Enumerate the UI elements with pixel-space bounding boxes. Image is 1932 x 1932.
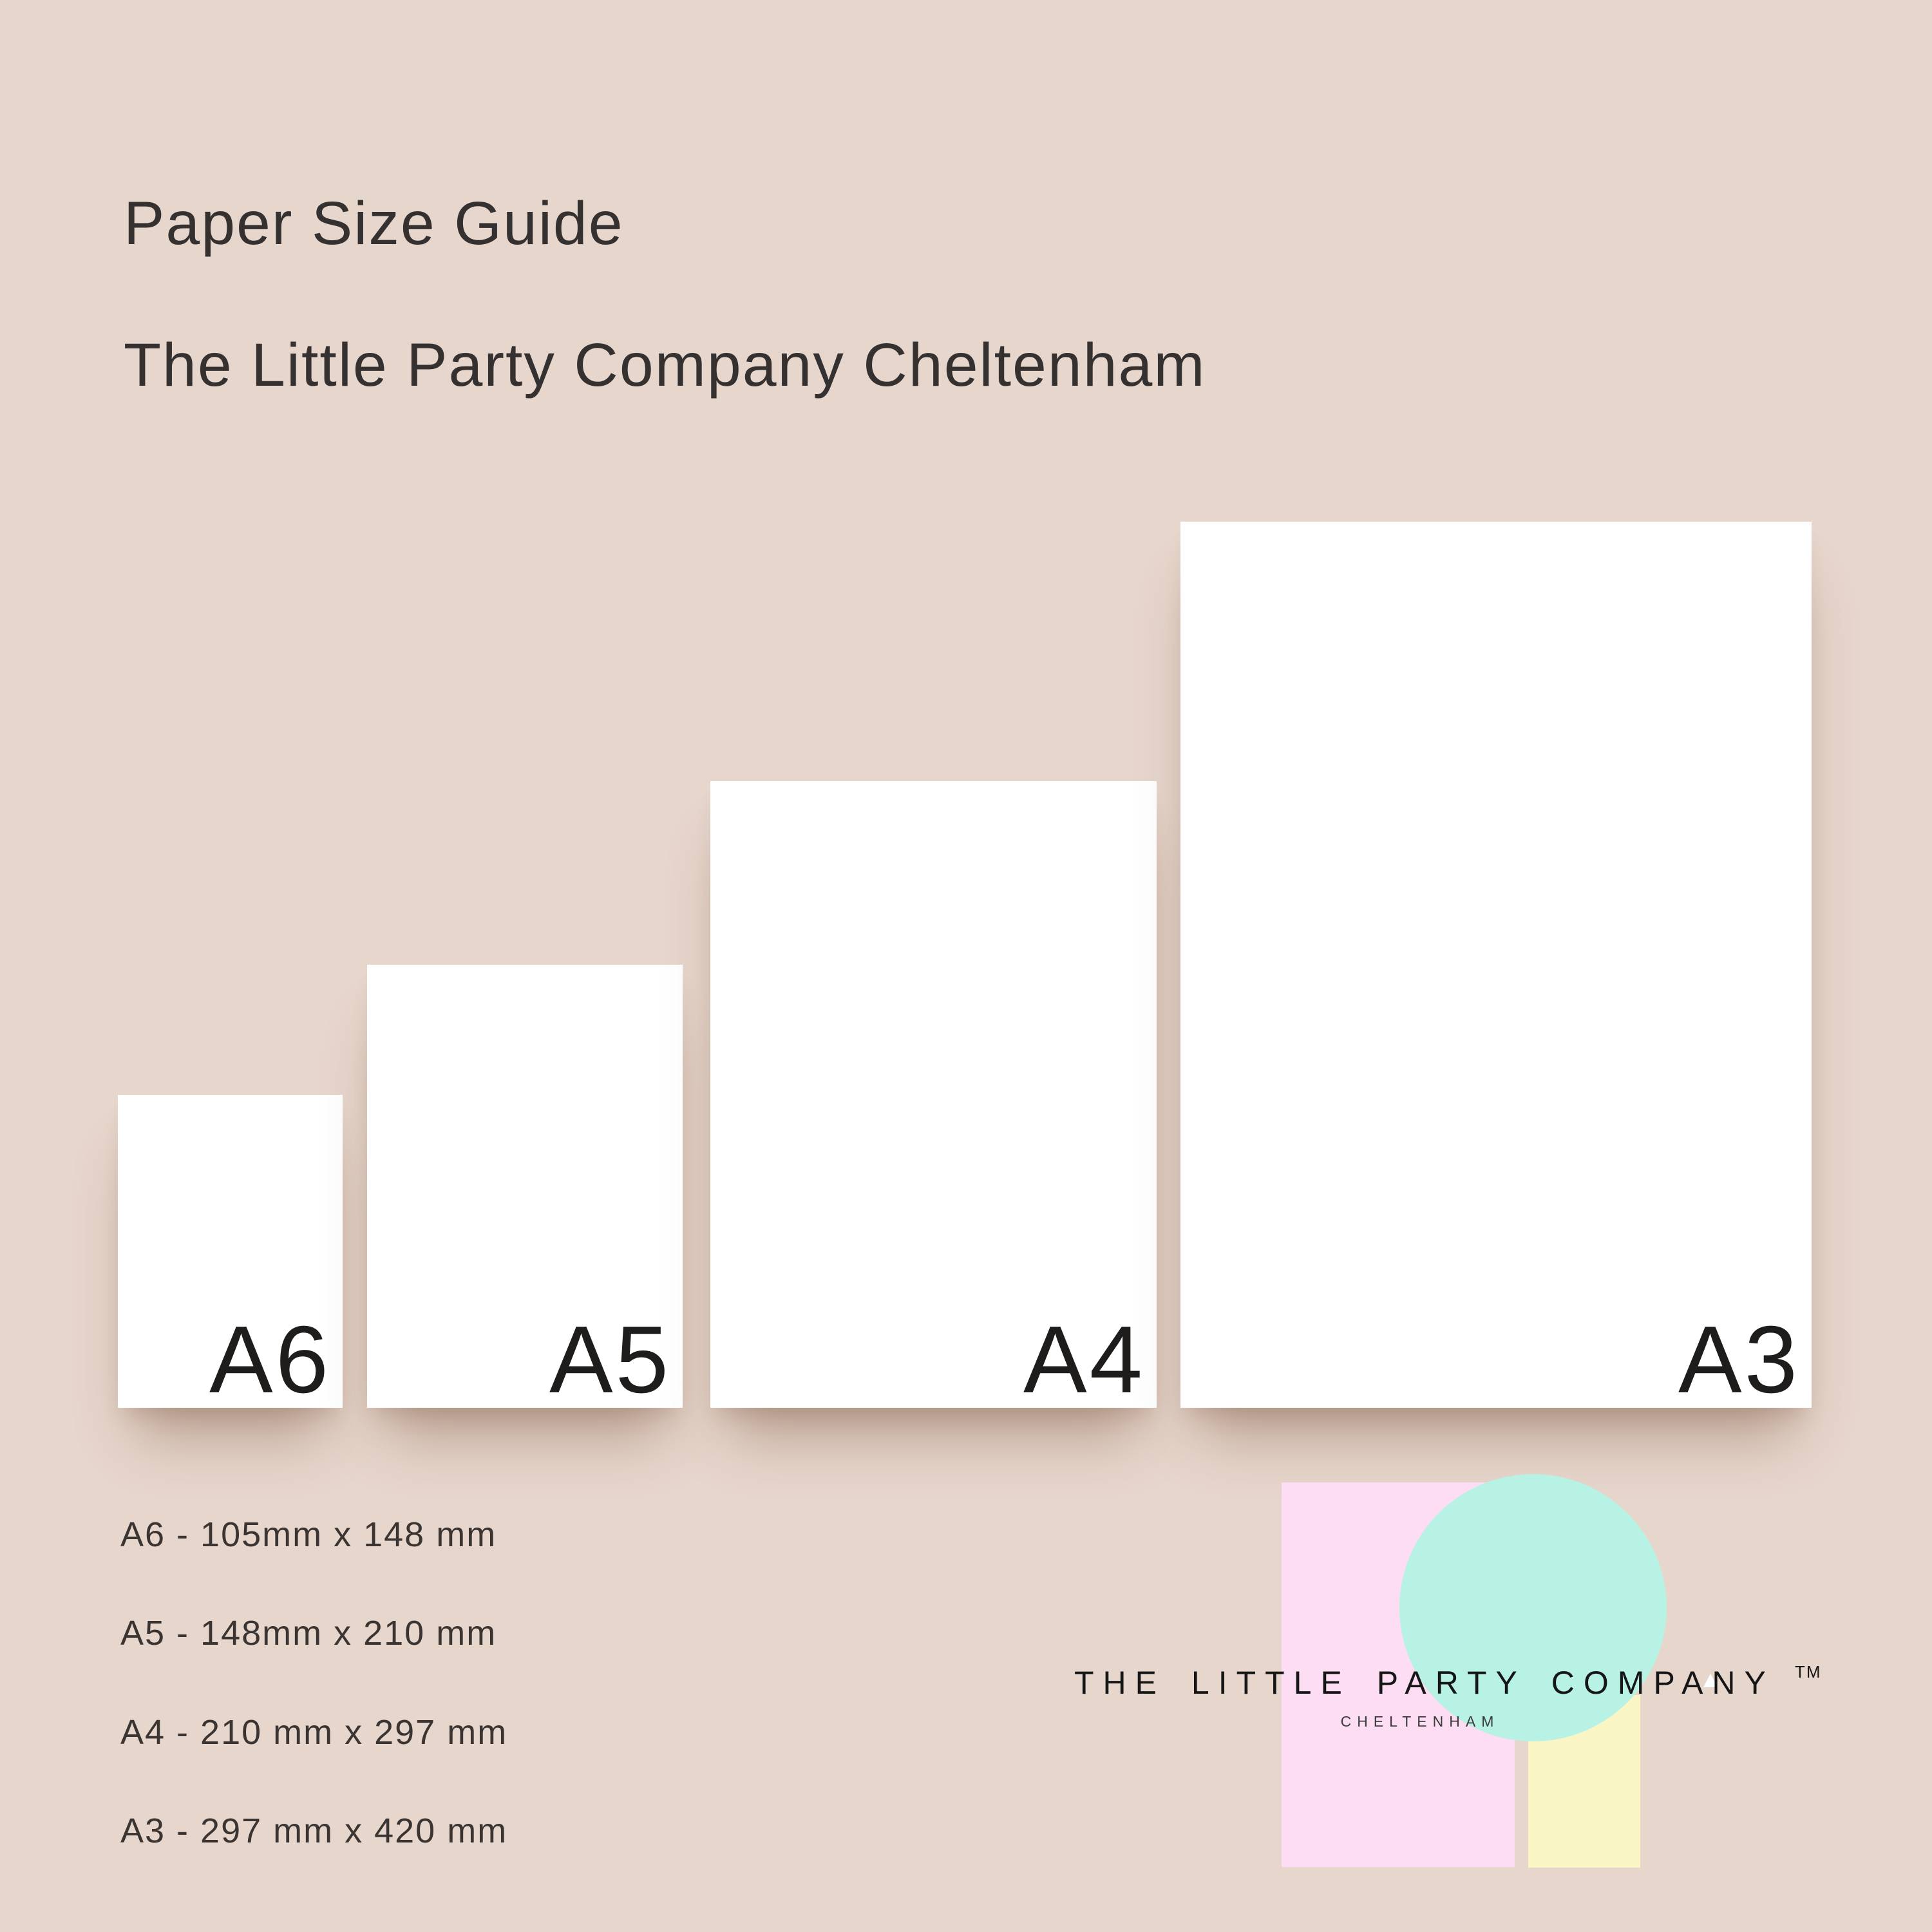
paper-sheet-a5: A5: [367, 965, 683, 1408]
paper-sheet-a3: A3: [1180, 522, 1812, 1408]
size-list-item-a4: A4 - 210 mm x 297 mm: [120, 1713, 508, 1752]
paper-sheet-a6: A6: [118, 1095, 343, 1408]
page-subtitle: The Little Party Company Cheltenham: [124, 331, 1206, 399]
sheet-label-a4: A4: [1023, 1307, 1145, 1413]
sheet-label-a3: A3: [1678, 1307, 1800, 1413]
size-list-item-a6: A6 - 105mm x 148 mm: [120, 1515, 497, 1554]
logo-mint-circle-shape: [1399, 1474, 1667, 1741]
sheet-label-a5: A5: [549, 1307, 671, 1413]
logo-brand-name: THE LITTLE PARTY COMPANY: [1074, 1665, 1775, 1701]
trademark-symbol: TM: [1795, 1662, 1822, 1681]
logo-letter-a-white-counter-shape: [1703, 1674, 1718, 1687]
size-list-item-a3: A3 - 297 mm x 420 mm: [120, 1812, 508, 1850]
logo-location-text: CHELTENHAM: [1340, 1713, 1500, 1730]
paper-sheet-a4: A4: [710, 781, 1157, 1408]
size-list-item-a5: A5 - 148mm x 210 mm: [120, 1614, 497, 1653]
sheet-label-a6: A6: [209, 1307, 331, 1413]
page-title: Paper Size Guide: [124, 189, 624, 258]
